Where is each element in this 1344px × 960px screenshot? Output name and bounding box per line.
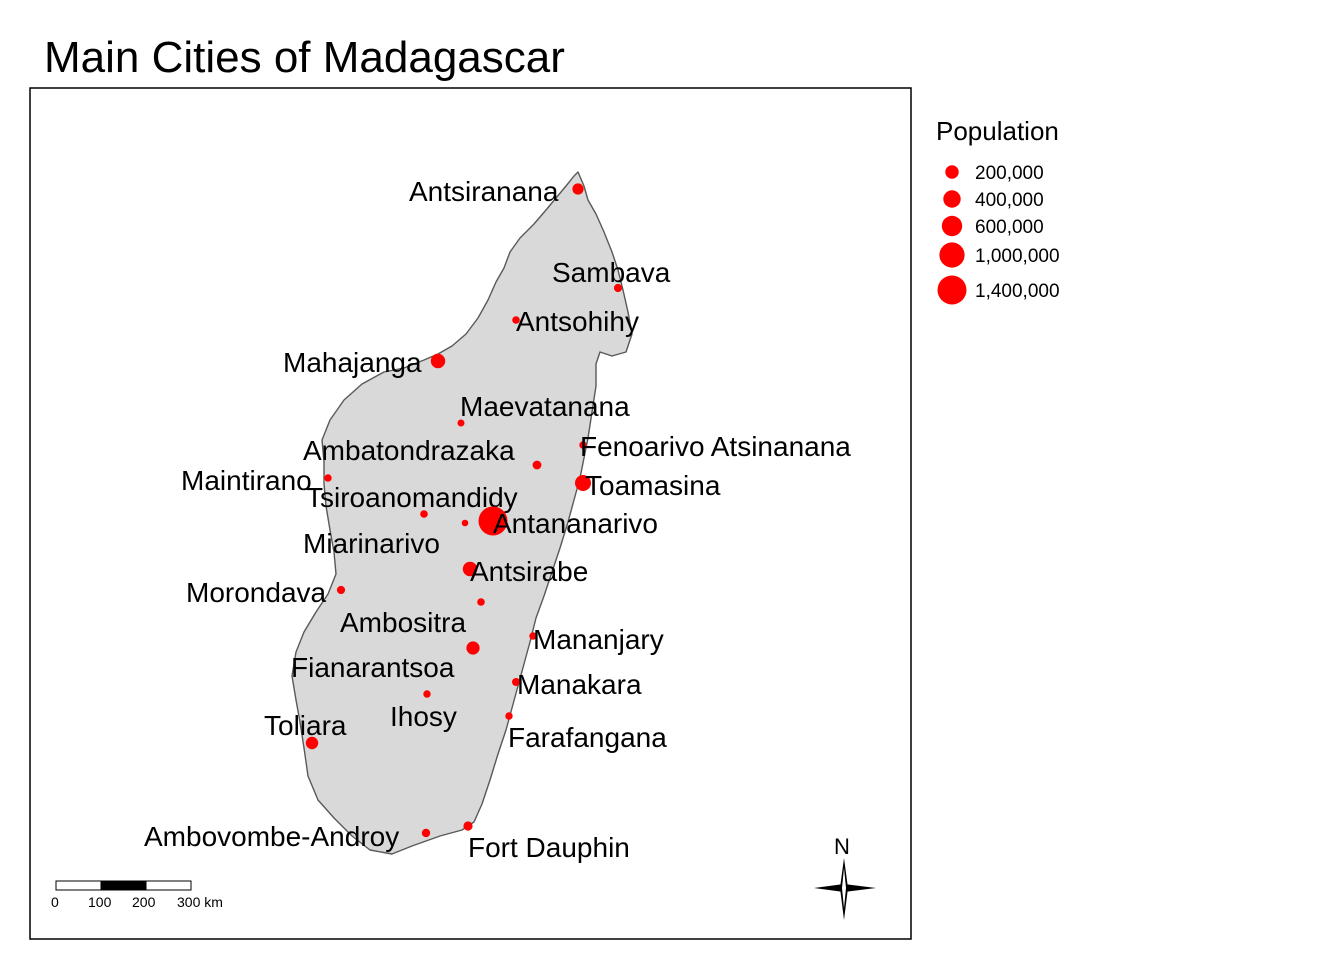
legend-label-4: 1,400,000 [975, 281, 1060, 302]
city-label-antsiranana: Antsiranana [409, 176, 559, 207]
city-label-ambositra: Ambositra [340, 607, 466, 638]
city-marker-antananarivo [478, 506, 508, 536]
madagascar-landmass [291, 171, 633, 855]
city-marker-miarinarivo [461, 519, 469, 527]
north-arrow-icon: N [814, 834, 876, 920]
legend-symbol-0 [945, 165, 959, 179]
legend-title: Population [936, 116, 1059, 146]
city-marker-fort-dauphin [463, 821, 473, 831]
city-label-maintirano: Maintirano [181, 465, 312, 496]
city-label-antsohihy: Antsohihy [516, 306, 639, 337]
city-label-antsirabe: Antsirabe [470, 556, 588, 587]
legend-symbol-3 [939, 242, 965, 268]
scale-tick-300: 300 km [177, 894, 223, 910]
city-label-farafangana: Farafangana [508, 722, 667, 753]
city-marker-antsiranana [572, 183, 584, 195]
city-label-morondava: Morondava [186, 577, 327, 608]
city-marker-mananjary [529, 632, 537, 640]
city-label-tsiroanomandidy: Tsiroanomandidy [306, 482, 518, 513]
city-marker-fianarantsoa [466, 641, 480, 655]
legend-symbol-2 [941, 215, 963, 237]
city-marker-maintirano [324, 474, 332, 482]
legend-label-1: 400,000 [975, 190, 1044, 211]
scale-bar: 0 100 200 300 km [51, 880, 223, 910]
legend-symbol-1 [943, 190, 961, 208]
city-label-mananjary: Mananjary [533, 624, 664, 655]
legend-label-3: 1,000,000 [975, 246, 1060, 267]
city-marker-ihosy [423, 690, 431, 698]
city-marker-farafangana [505, 712, 513, 720]
city-marker-antsohihy [512, 316, 520, 324]
legend: Population 200,000 400,000 600,000 1,000,00… [936, 116, 1060, 305]
scale-segment-1 [55, 880, 102, 891]
city-label-ambatondrazaka: Ambatondrazaka [303, 435, 515, 466]
cities-layer: Antsiranana Sambava Antsohihy Mahajanga Maev… [144, 176, 851, 863]
city-label-mahajanga: Mahajanga [283, 347, 422, 378]
map-title: Main Cities of Madagascar [44, 33, 565, 82]
city-marker-morondava [336, 585, 346, 595]
city-marker-fenoarivo-atsinanana [579, 441, 587, 449]
city-label-fort-dauphin: Fort Dauphin [468, 832, 630, 863]
city-marker-maevatanana [457, 419, 465, 427]
legend-label-0: 200,000 [975, 163, 1044, 184]
scale-tick-100: 100 [88, 894, 112, 910]
city-label-ambovombe-androy: Ambovombe-Androy [144, 821, 399, 852]
city-label-maevatanana: Maevatanana [460, 391, 630, 422]
city-marker-toamasina [575, 475, 591, 491]
city-marker-mahajanga [430, 353, 446, 369]
city-label-toamasina: Toamasina [585, 470, 721, 501]
city-label-manakara: Manakara [517, 669, 642, 700]
legend-symbol-4 [937, 275, 967, 305]
city-marker-manakara [512, 678, 520, 686]
scale-tick-0: 0 [51, 894, 59, 910]
city-label-fianarantsoa: Fianarantsoa [291, 652, 455, 683]
city-marker-sambava [613, 283, 623, 293]
scale-tick-200: 200 [132, 894, 156, 910]
city-marker-ambatondrazaka [532, 460, 542, 470]
city-label-sambava: Sambava [552, 257, 671, 288]
city-marker-antsirabe [462, 561, 478, 577]
city-label-toliara: Toliara [264, 710, 347, 741]
city-marker-tsiroanomandidy [420, 510, 428, 518]
city-marker-ambositra [477, 598, 485, 606]
legend-label-2: 600,000 [975, 217, 1044, 238]
city-marker-ambovombe-androy [421, 828, 431, 838]
scale-segment-2 [100, 880, 147, 891]
city-label-fenoarivo-atsinanana: Fenoarivo Atsinanana [580, 431, 851, 462]
scale-segment-3 [145, 880, 192, 891]
city-label-ihosy: Ihosy [390, 701, 457, 732]
north-label: N [834, 834, 850, 859]
city-label-antananarivo: Antananarivo [493, 508, 658, 539]
city-label-miarinarivo: Miarinarivo [303, 528, 440, 559]
city-marker-toliara [305, 736, 319, 750]
